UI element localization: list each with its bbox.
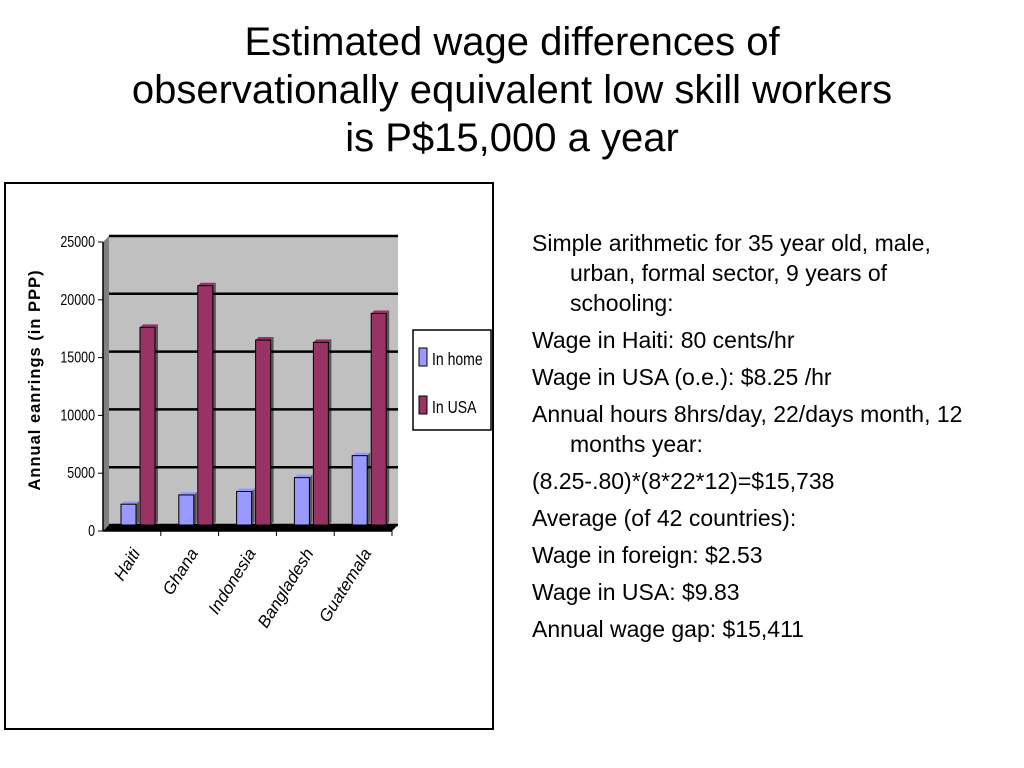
y-tick-label: 5000	[67, 465, 95, 483]
bar-side	[155, 324, 158, 525]
legend-label: In home	[432, 349, 483, 369]
bar-in-usa	[370, 312, 387, 526]
bar-top	[140, 324, 158, 328]
note-item: (8.25-.80)*(8*22*12)=$15,738	[532, 468, 835, 494]
note-item: Wage in USA: $9.83	[532, 579, 740, 605]
wage-bar-chart: 0 5000 10000 15000 20000 25000 Haiti Ghana Indon…	[4, 182, 494, 730]
bar-side	[309, 474, 313, 525]
note-item: Wage in Haiti: 80 cents/hr	[532, 327, 795, 353]
bar-side	[328, 339, 332, 525]
bar-top	[255, 337, 274, 341]
bar-side	[193, 491, 197, 525]
bar-in-home	[236, 490, 253, 526]
bar-side	[386, 310, 390, 525]
bar-top	[121, 501, 139, 505]
note-item: Wage in USA (o.e.): $8.25 /hr	[532, 364, 832, 390]
slide-title-line-1: Estimated wage differences of	[244, 20, 780, 64]
bar-top	[236, 488, 255, 492]
arithmetic-notes: Simple arithmetic for 35 year old, male,…	[532, 228, 992, 651]
x-tick-label: Haiti	[110, 544, 145, 584]
bar-top	[352, 452, 371, 456]
bar-in-usa	[197, 285, 214, 526]
note-item: Simple arithmetic for 35 year old, male,…	[532, 230, 931, 316]
chart-canvas: 0 5000 10000 15000 20000 25000 Haiti Ghana Indon…	[26, 234, 492, 631]
bar-in-home	[178, 494, 195, 526]
bar-in-usa	[139, 326, 156, 526]
legend-box	[412, 329, 492, 431]
x-tick-label: Indonesia	[205, 545, 260, 618]
note-item: Annual wage gap: $15,411	[532, 616, 804, 642]
plot-side-wall	[103, 236, 109, 531]
bar-in-home	[351, 455, 368, 526]
legend-label: In USA	[432, 397, 477, 417]
y-tick-label: 15000	[60, 349, 95, 367]
bar-top	[371, 310, 390, 314]
bar-side	[136, 501, 139, 525]
x-tick-label: Bangladesh	[254, 545, 318, 631]
note-item: Annual hours 8hrs/day, 22/days month, 12…	[532, 401, 963, 457]
bar-top	[197, 282, 216, 286]
bar-in-home	[293, 477, 310, 526]
bar-side	[251, 488, 255, 525]
legend-swatch	[418, 395, 428, 415]
legend-swatch	[418, 347, 428, 367]
slide-title-line-2: observationally equivalent low skill wor…	[131, 68, 893, 112]
x-tick-label: Guatemala	[315, 545, 375, 626]
bar-in-usa	[255, 339, 272, 526]
y-tick-label: 25000	[60, 234, 95, 252]
y-axis-title: Annual eanrings (in PPP)	[26, 269, 44, 490]
y-tick-label: 20000	[60, 291, 95, 309]
bar-top	[294, 474, 313, 478]
x-tick-label: Ghana	[159, 545, 202, 598]
bar-side	[212, 282, 216, 525]
bar-in-home	[120, 503, 137, 526]
bar-top	[313, 339, 332, 343]
note-item: Average (of 42 countries):	[532, 505, 797, 531]
y-tick-label: 0	[88, 523, 95, 541]
slide-title: Estimated wage differences of observatio…	[40, 18, 984, 162]
bar-side	[367, 452, 371, 525]
bar-top	[178, 491, 197, 495]
plot-floor	[103, 525, 398, 531]
note-item: Wage in foreign: $2.53	[532, 542, 763, 568]
bar-in-usa	[312, 341, 329, 526]
y-tick-label: 10000	[60, 407, 95, 425]
slide-title-line-3: is P$15,000 a year	[345, 116, 679, 160]
bar-side	[270, 337, 274, 525]
